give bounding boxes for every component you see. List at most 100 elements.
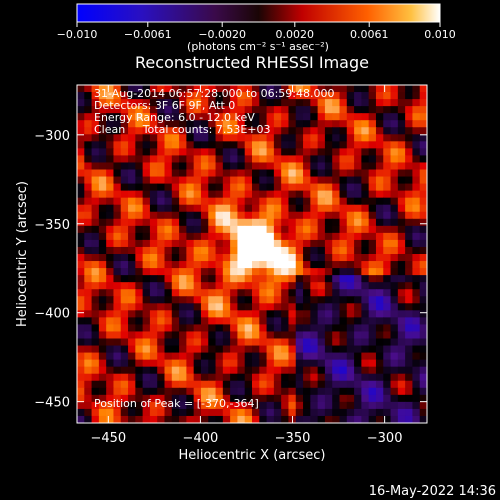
heatmap-cell — [303, 359, 311, 368]
heatmap-cell — [215, 380, 224, 389]
heatmap-cell — [179, 246, 187, 255]
heatmap-cell — [84, 127, 93, 135]
heatmap-cell — [135, 99, 144, 107]
heatmap-cell — [310, 92, 319, 100]
heatmap-cell — [106, 232, 114, 241]
heatmap-cell — [310, 113, 319, 121]
heatmap-cell — [339, 155, 348, 163]
heatmap-cell — [186, 176, 195, 185]
heatmap-cell — [259, 387, 268, 396]
heatmap-cell — [186, 345, 195, 354]
heatmap-cell — [412, 197, 421, 206]
heatmap-cell — [98, 239, 107, 248]
heatmap-cell — [230, 176, 238, 185]
heatmap-cell — [215, 183, 224, 192]
heatmap-cell — [208, 359, 217, 368]
heatmap-cell — [383, 204, 392, 213]
heatmap-cell — [157, 176, 165, 185]
heatmap-cell — [149, 408, 158, 417]
heatmap-cell — [288, 289, 297, 297]
heatmap-cell — [281, 373, 289, 382]
heatmap-cell — [383, 394, 392, 403]
heatmap-cell — [142, 352, 151, 361]
heatmap-cell — [128, 169, 136, 178]
heatmap-cell — [324, 176, 333, 185]
heatmap-cell — [171, 162, 180, 170]
heatmap-cell — [412, 92, 421, 100]
heatmap-cell — [149, 310, 158, 318]
heatmap-cell — [244, 387, 253, 396]
heatmap-cell — [361, 120, 370, 128]
heatmap-cell — [390, 204, 399, 213]
heatmap-cell — [149, 289, 158, 297]
heatmap-cell — [375, 106, 384, 114]
heatmap-cell — [405, 183, 413, 192]
heatmap-cell — [252, 268, 260, 276]
heatmap-cell — [157, 380, 165, 389]
heatmap-cell — [157, 324, 165, 332]
heatmap-cell — [383, 289, 392, 297]
heatmap-cell — [383, 387, 392, 396]
heatmap-cell — [91, 345, 100, 354]
heatmap-cell — [288, 261, 297, 269]
heatmap-cell — [412, 239, 421, 248]
heatmap-cell — [106, 148, 114, 156]
heatmap-cell — [281, 261, 289, 269]
heatmap-cell — [164, 275, 173, 283]
heatmap-cell — [149, 85, 158, 93]
heatmap-cell — [266, 303, 275, 311]
heatmap-cell — [339, 366, 348, 375]
heatmap-cell — [324, 218, 333, 227]
heatmap-cell — [332, 197, 340, 206]
heatmap-cell — [91, 113, 100, 121]
heatmap-cell — [346, 120, 355, 128]
heatmap-cell — [390, 246, 399, 255]
heatmap-cell — [77, 148, 85, 156]
heatmap-cell — [230, 296, 238, 304]
heatmap-cell — [135, 387, 144, 396]
heatmap-cell — [390, 113, 399, 121]
heatmap-cell — [368, 408, 377, 417]
heatmap-cell — [157, 254, 165, 262]
heatmap-cell — [200, 176, 209, 185]
heatmap-cell — [310, 127, 319, 135]
heatmap-cell — [171, 197, 180, 206]
heatmap-cell — [383, 380, 392, 389]
heatmap-cell — [215, 190, 224, 199]
heatmap-cell — [91, 338, 100, 347]
heatmap-cell — [91, 176, 100, 185]
heatmap-cell — [186, 232, 195, 241]
heatmap-cell — [252, 155, 260, 163]
heatmap-cell — [230, 134, 238, 142]
heatmap-cell — [383, 120, 392, 128]
heatmap-cell — [288, 268, 297, 276]
heatmap-cell — [332, 183, 340, 192]
heatmap-cell — [303, 148, 311, 156]
heatmap-cell — [419, 338, 427, 347]
heatmap-cell — [208, 92, 217, 100]
heatmap-cell — [288, 127, 297, 135]
heatmap-cell — [317, 401, 326, 410]
heatmap-cell — [412, 352, 421, 361]
heatmap-cell — [295, 380, 304, 389]
heatmap-cell — [208, 225, 217, 234]
heatmap-cell — [120, 282, 129, 290]
heatmap-cell — [346, 373, 355, 382]
heatmap-cell — [273, 246, 282, 255]
heatmap-cell — [281, 359, 289, 368]
heatmap-cell — [273, 169, 282, 178]
heatmap-cell — [179, 106, 187, 114]
heatmap-cell — [310, 211, 319, 220]
heatmap-cell — [295, 373, 304, 382]
heatmap-cell — [91, 211, 100, 220]
heatmap-cell — [397, 141, 406, 149]
heatmap-cell — [215, 225, 224, 234]
heatmap-cell — [317, 162, 326, 170]
heatmap-cell — [332, 366, 340, 375]
heatmap-cell — [332, 359, 340, 368]
heatmap-cell — [310, 282, 319, 290]
heatmap-cell — [354, 148, 362, 156]
heatmap-cell — [332, 99, 340, 107]
heatmap-cell — [332, 141, 340, 149]
heatmap-cell — [179, 331, 187, 339]
